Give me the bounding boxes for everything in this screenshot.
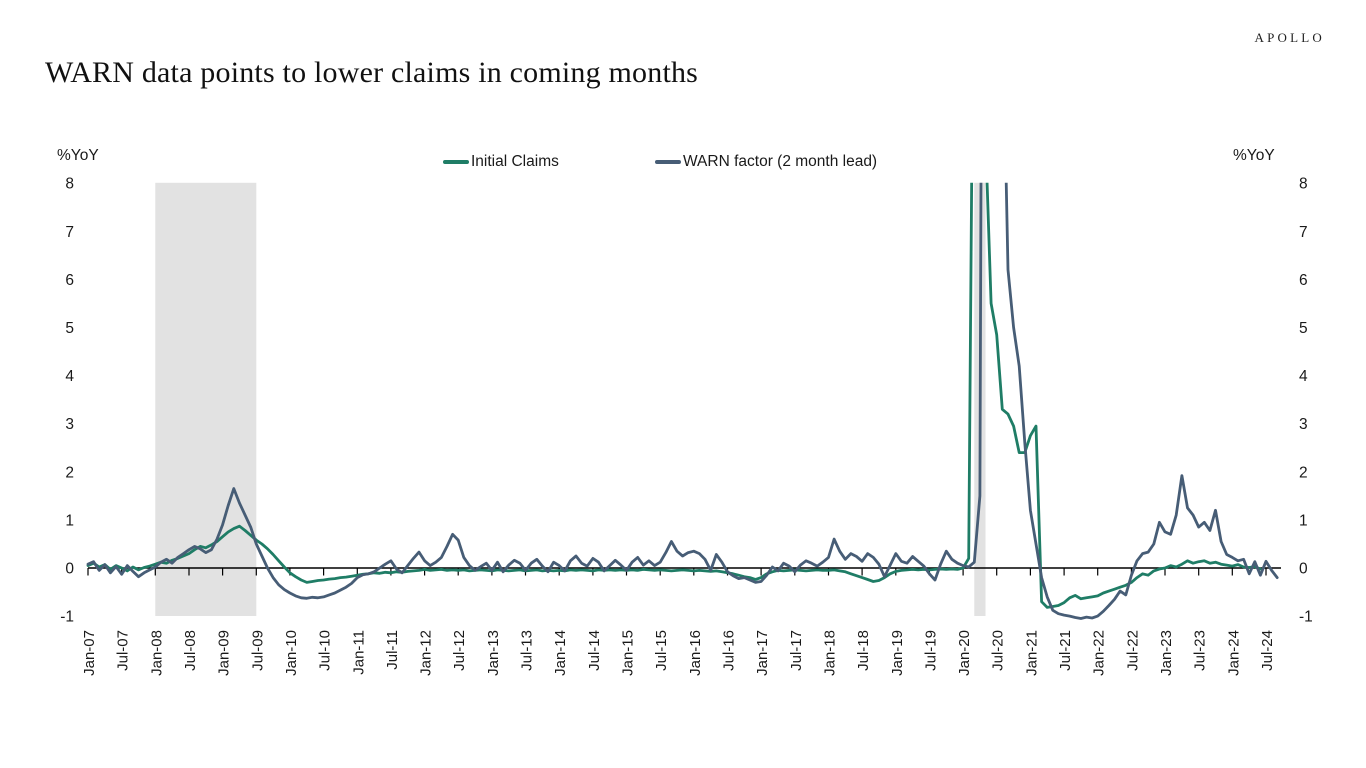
legend-item-warn-factor: WARN factor (2 month lead) — [655, 153, 877, 171]
x-tick-label: Jan-17 — [754, 630, 771, 676]
warn-factor-line — [86, 182, 1279, 620]
right-axis-unit-label: %YoY — [1233, 147, 1275, 164]
x-tick-label: Jan-22 — [1091, 630, 1108, 676]
x-tick-label: Jan-10 — [283, 630, 300, 676]
x-tick-label: Jan-11 — [350, 630, 367, 675]
x-tick-label: Jul-12 — [451, 630, 468, 671]
x-tick-label: Jul-24 — [1259, 630, 1276, 671]
initial-claims-line — [86, 182, 1262, 609]
initial-claims-legend-swatch — [443, 160, 469, 164]
x-tick-label: Jan-12 — [418, 630, 435, 676]
x-tick-label: Jan-21 — [1023, 630, 1040, 676]
x-tick-label: Jan-19 — [889, 630, 906, 676]
y-tick-label-left: 1 — [65, 512, 74, 529]
left-axis-unit-label: %YoY — [57, 147, 99, 164]
y-tick-label-right: 8 — [1299, 176, 1308, 193]
y-tick-label-right: 0 — [1299, 561, 1308, 578]
x-tick-label: Jan-13 — [485, 630, 502, 676]
x-tick-label: Jul-21 — [1057, 630, 1074, 671]
x-tick-label: Jul-18 — [855, 630, 872, 671]
y-tick-label-left: 8 — [65, 176, 74, 193]
y-tick-label-right: 3 — [1299, 416, 1308, 433]
x-tick-label: Jul-14 — [586, 630, 603, 671]
warn-factor-legend-swatch — [655, 160, 681, 164]
x-tick-label: Jan-18 — [822, 630, 839, 676]
warn-factor-legend-label: WARN factor (2 month lead) — [683, 153, 878, 170]
y-tick-label-left: 3 — [65, 416, 74, 433]
x-tick-label: Jan-15 — [620, 630, 637, 676]
y-tick-label-left: 0 — [65, 561, 74, 578]
x-tick-label: Jul-17 — [788, 630, 805, 671]
y-tick-label-right: -1 — [1299, 609, 1313, 626]
x-tick-label: Jul-20 — [990, 630, 1007, 671]
recession-band — [155, 182, 257, 617]
y-tick-label-right: 4 — [1299, 368, 1308, 385]
x-tick-label: Jan-07 — [81, 630, 98, 676]
x-tick-label: Jan-08 — [148, 630, 165, 676]
legend-item-initial-claims: Initial Claims — [443, 153, 559, 171]
x-tick-label: Jul-10 — [317, 630, 334, 671]
y-tick-label-right: 6 — [1299, 272, 1308, 289]
x-tick-label: Jul-13 — [519, 630, 536, 671]
x-tick-label: Jan-16 — [687, 630, 704, 676]
x-tick-label: Jul-22 — [1124, 630, 1141, 671]
y-tick-label-left: 7 — [65, 224, 74, 241]
y-tick-label-left: 5 — [65, 320, 74, 337]
y-tick-label-right: 7 — [1299, 224, 1308, 241]
x-tick-label: Jan-23 — [1158, 630, 1175, 676]
x-tick-label: Jul-16 — [721, 630, 738, 671]
x-tick-label: Jan-14 — [552, 630, 569, 676]
chart-title: WARN data points to lower claims in comi… — [45, 56, 699, 89]
y-tick-label-right: 1 — [1299, 512, 1308, 529]
x-tick-label: Jul-19 — [922, 630, 939, 671]
y-tick-label-right: 5 — [1299, 320, 1308, 337]
x-tick-label: Jan-20 — [956, 630, 973, 676]
y-tick-label-left: 6 — [65, 272, 74, 289]
y-tick-label-right: 2 — [1299, 464, 1308, 481]
initial-claims-legend-label: Initial Claims — [471, 153, 559, 170]
x-tick-label: Jul-11 — [384, 630, 401, 670]
y-tick-label-left: 4 — [65, 368, 74, 385]
x-tick-label: Jul-08 — [182, 630, 199, 671]
y-tick-label-left: -1 — [60, 609, 74, 626]
x-tick-label: Jan-09 — [216, 630, 233, 676]
x-tick-label: Jul-09 — [249, 630, 266, 671]
apollo-logo: APOLLO — [1254, 30, 1325, 45]
x-tick-label: Jul-15 — [653, 630, 670, 671]
y-tick-label-left: 2 — [65, 464, 74, 481]
x-tick-label: Jan-24 — [1225, 630, 1242, 676]
x-tick-label: Jul-23 — [1192, 630, 1209, 671]
x-tick-label: Jul-07 — [115, 630, 132, 671]
